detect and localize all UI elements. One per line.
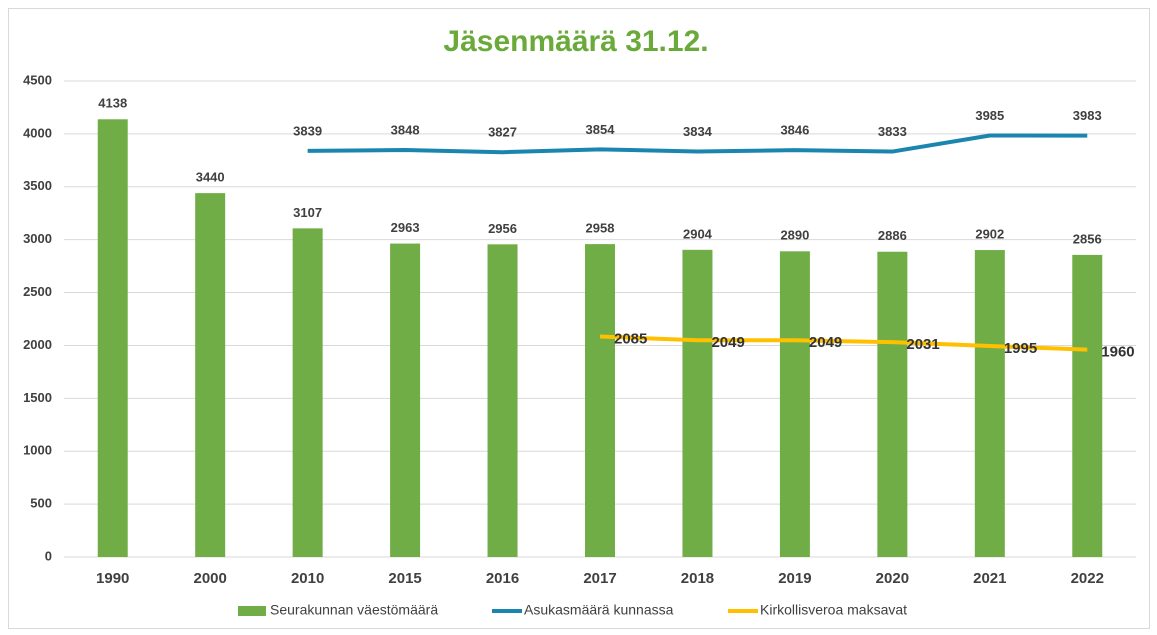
data-label: 2886 — [878, 228, 907, 243]
y-tick-label: 0 — [45, 548, 52, 563]
line — [599, 334, 1088, 352]
y-tick-label: 1500 — [23, 390, 52, 405]
x-tick-label: 2016 — [486, 570, 519, 587]
data-label: 2963 — [391, 220, 420, 235]
data-label: 3848 — [391, 122, 420, 137]
data-label: 3107 — [293, 205, 322, 220]
data-label: 3440 — [196, 170, 225, 185]
data-label: 2904 — [683, 226, 713, 241]
data-label: 3833 — [878, 124, 907, 139]
x-tick-label: 2022 — [1071, 570, 1104, 587]
x-tick-label: 2018 — [681, 570, 714, 587]
x-tick-label: 2019 — [778, 570, 811, 587]
bar — [292, 228, 323, 557]
y-tick-label: 2000 — [23, 337, 52, 352]
data-label: 2049 — [809, 334, 842, 351]
data-label: 3834 — [683, 124, 713, 139]
bar — [779, 251, 810, 557]
legend-swatch — [238, 606, 266, 616]
bar — [585, 244, 615, 558]
chart-title: Jäsenmäärä 31.12. — [443, 25, 708, 58]
data-label: 1995 — [1004, 340, 1037, 357]
y-tick-label: 3000 — [23, 231, 52, 246]
data-label: 2031 — [906, 336, 939, 353]
data-label: 3827 — [488, 125, 517, 140]
x-tick-label: 2000 — [193, 570, 226, 587]
y-tick-label: 4500 — [23, 72, 52, 87]
bar — [487, 244, 518, 557]
x-tick-label: 2010 — [291, 570, 324, 587]
y-tick-label: 2500 — [23, 284, 52, 299]
y-tick-label: 4000 — [23, 125, 52, 140]
data-label: 2902 — [975, 226, 1004, 241]
x-tick-label: 2020 — [876, 570, 909, 587]
data-label: 2958 — [586, 221, 615, 236]
data-label: 4138 — [98, 96, 127, 111]
data-label: 3985 — [975, 108, 1004, 123]
data-label: 2956 — [488, 221, 517, 236]
data-label: 3839 — [293, 123, 322, 138]
bar — [974, 250, 1005, 557]
line — [307, 133, 1088, 155]
bar — [390, 243, 421, 557]
bar — [1072, 254, 1103, 557]
legend-label: Seurakunnan väestömäärä — [270, 602, 438, 618]
legend-label: Kirkollisveroa maksavat — [760, 602, 907, 618]
x-tick-label: 2017 — [583, 570, 616, 587]
x-tick-label: 1990 — [96, 570, 129, 587]
data-label: 2856 — [1073, 231, 1102, 246]
data-label: 3983 — [1073, 108, 1102, 123]
bar — [195, 193, 226, 557]
y-tick-label: 500 — [30, 496, 52, 511]
bar — [97, 119, 128, 557]
x-tick-label: 2015 — [388, 570, 421, 587]
data-label: 1960 — [1101, 344, 1134, 361]
legend-label: Asukasmäärä kunnassa — [524, 602, 674, 618]
y-tick-label: 1000 — [23, 443, 52, 458]
data-label: 3846 — [780, 123, 809, 138]
data-label: 3854 — [586, 122, 616, 137]
y-tick-label: 3500 — [23, 178, 52, 193]
x-tick-label: 2021 — [973, 570, 1006, 587]
bar — [877, 251, 908, 557]
bar — [682, 249, 713, 557]
data-label: 2049 — [711, 334, 744, 351]
data-label: 2085 — [614, 330, 647, 347]
data-label: 2890 — [780, 228, 809, 243]
